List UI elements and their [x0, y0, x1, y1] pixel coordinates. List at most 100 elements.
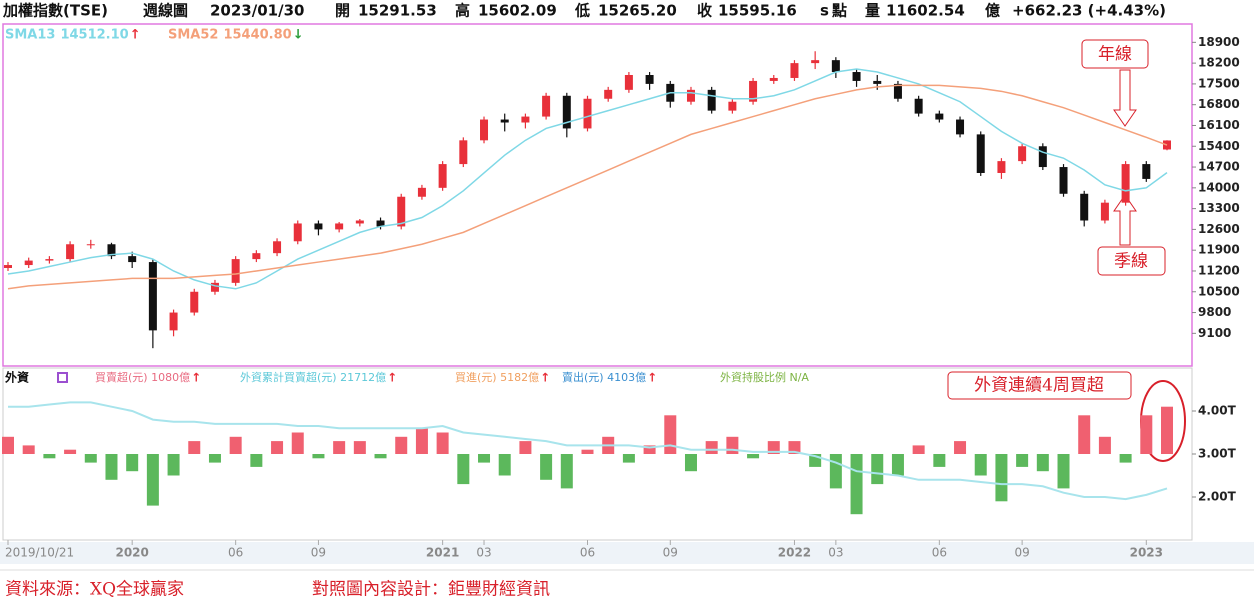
- candle-body: [314, 223, 323, 230]
- bar: [333, 441, 346, 454]
- header-text: s: [820, 2, 829, 20]
- x-tick-label: 06: [932, 546, 947, 560]
- candle-body: [1100, 202, 1109, 221]
- legend-text: 賣出(元) 4103億: [562, 370, 646, 384]
- legend-arrow: ↑: [191, 371, 201, 385]
- candle-body: [811, 60, 820, 64]
- legend-text: SMA52: [168, 28, 218, 43]
- candle-body: [707, 89, 716, 111]
- y-tick-label: 4.00T: [1198, 404, 1237, 418]
- candle-body: [521, 116, 530, 123]
- bar: [415, 428, 428, 454]
- bar: [1036, 454, 1049, 472]
- bar: [312, 454, 325, 459]
- candle-body: [1080, 193, 1089, 221]
- candle-body: [1142, 164, 1151, 179]
- bar: [43, 454, 56, 459]
- header-text: 開: [335, 2, 350, 20]
- bar: [1161, 406, 1173, 454]
- bar: [664, 415, 677, 454]
- bar: [271, 441, 284, 454]
- x-tick-label: 06: [580, 546, 595, 560]
- bar: [457, 454, 470, 485]
- candle-body: [790, 63, 799, 78]
- y-tick-label: 11200: [1198, 263, 1240, 277]
- bar: [208, 454, 221, 463]
- bar: [684, 454, 697, 472]
- legend-text: SMA13: [5, 28, 55, 43]
- candle-body: [273, 241, 282, 254]
- candle-body: [852, 72, 861, 81]
- bar: [974, 454, 987, 476]
- candle-body: [417, 187, 426, 197]
- candle-body: [604, 89, 613, 99]
- candle-body: [376, 220, 385, 227]
- bar: [1098, 436, 1111, 454]
- candle-body: [914, 98, 923, 114]
- candle-body: [4, 265, 12, 269]
- bar: [64, 449, 77, 454]
- header-text: 15265.20: [598, 2, 677, 20]
- x-tick-label: 2022: [778, 546, 811, 560]
- header-text: 15602.09: [478, 2, 557, 20]
- bar: [643, 445, 656, 454]
- header-text: 15291.53: [358, 2, 437, 20]
- candle-body: [128, 256, 137, 263]
- header-text: 量: [865, 2, 880, 20]
- candle-body: [1121, 164, 1130, 203]
- bar: [829, 454, 842, 489]
- candle-body: [1038, 146, 1047, 168]
- bar: [395, 436, 408, 454]
- ma-line: [7, 84, 1168, 290]
- x-tick-label: 2021: [426, 546, 459, 560]
- y-tick-label: 14700: [1198, 160, 1240, 174]
- header-text: 低: [574, 2, 590, 20]
- candle-body: [480, 119, 489, 141]
- header-text: 11602.54: [886, 2, 965, 20]
- bar: [188, 441, 201, 454]
- bar: [995, 454, 1008, 502]
- ma-line: [7, 68, 1168, 290]
- candle-body: [66, 244, 75, 260]
- bar: [22, 445, 35, 454]
- candle-body: [397, 196, 406, 227]
- bar: [622, 454, 635, 463]
- x-tick-label: 2023: [1130, 546, 1163, 560]
- candle-body: [769, 77, 778, 81]
- bar: [933, 454, 946, 467]
- bar: [436, 432, 449, 454]
- bar: [353, 441, 366, 454]
- legend-arrow: ↑: [540, 371, 550, 385]
- header-bar: [0, 0, 1254, 22]
- candle-body: [107, 244, 116, 257]
- candle-body: [542, 95, 551, 117]
- y-tick-label: 18200: [1198, 56, 1240, 70]
- candle-body: [459, 140, 468, 165]
- header-text: 億: [985, 2, 1000, 20]
- header-text: 2023/01/30: [210, 2, 304, 20]
- candle-body: [190, 291, 199, 313]
- bar: [498, 454, 511, 476]
- y-tick-label: 11900: [1198, 243, 1240, 257]
- y-tick-label: 2.00T: [1198, 490, 1237, 504]
- annotation-box: [947, 371, 1132, 400]
- legend-arrow: ↑: [130, 28, 141, 43]
- candle-body: [148, 262, 157, 331]
- legend-value: 15440.80: [223, 28, 291, 43]
- candle-body: [935, 113, 944, 120]
- y-tick-label: 16100: [1198, 118, 1240, 132]
- bar: [912, 445, 925, 454]
- candle-body: [1059, 167, 1068, 194]
- x-tick-label: 09: [663, 546, 678, 560]
- annotation: 年線: [1098, 45, 1132, 65]
- candle-body: [335, 223, 344, 230]
- header-text: 15595.16: [718, 2, 797, 20]
- candle-body: [583, 98, 592, 129]
- footer-text: 對照圖內容設計：鉅豐財經資訊: [312, 580, 550, 600]
- header-text: 加權指數(TSE): [2, 2, 108, 20]
- bar: [891, 454, 904, 476]
- annotation: 季線: [1114, 252, 1148, 272]
- bar: [954, 441, 967, 454]
- legend-text: 買進(元) 5182億: [455, 371, 539, 384]
- header-text: 點: [832, 2, 847, 20]
